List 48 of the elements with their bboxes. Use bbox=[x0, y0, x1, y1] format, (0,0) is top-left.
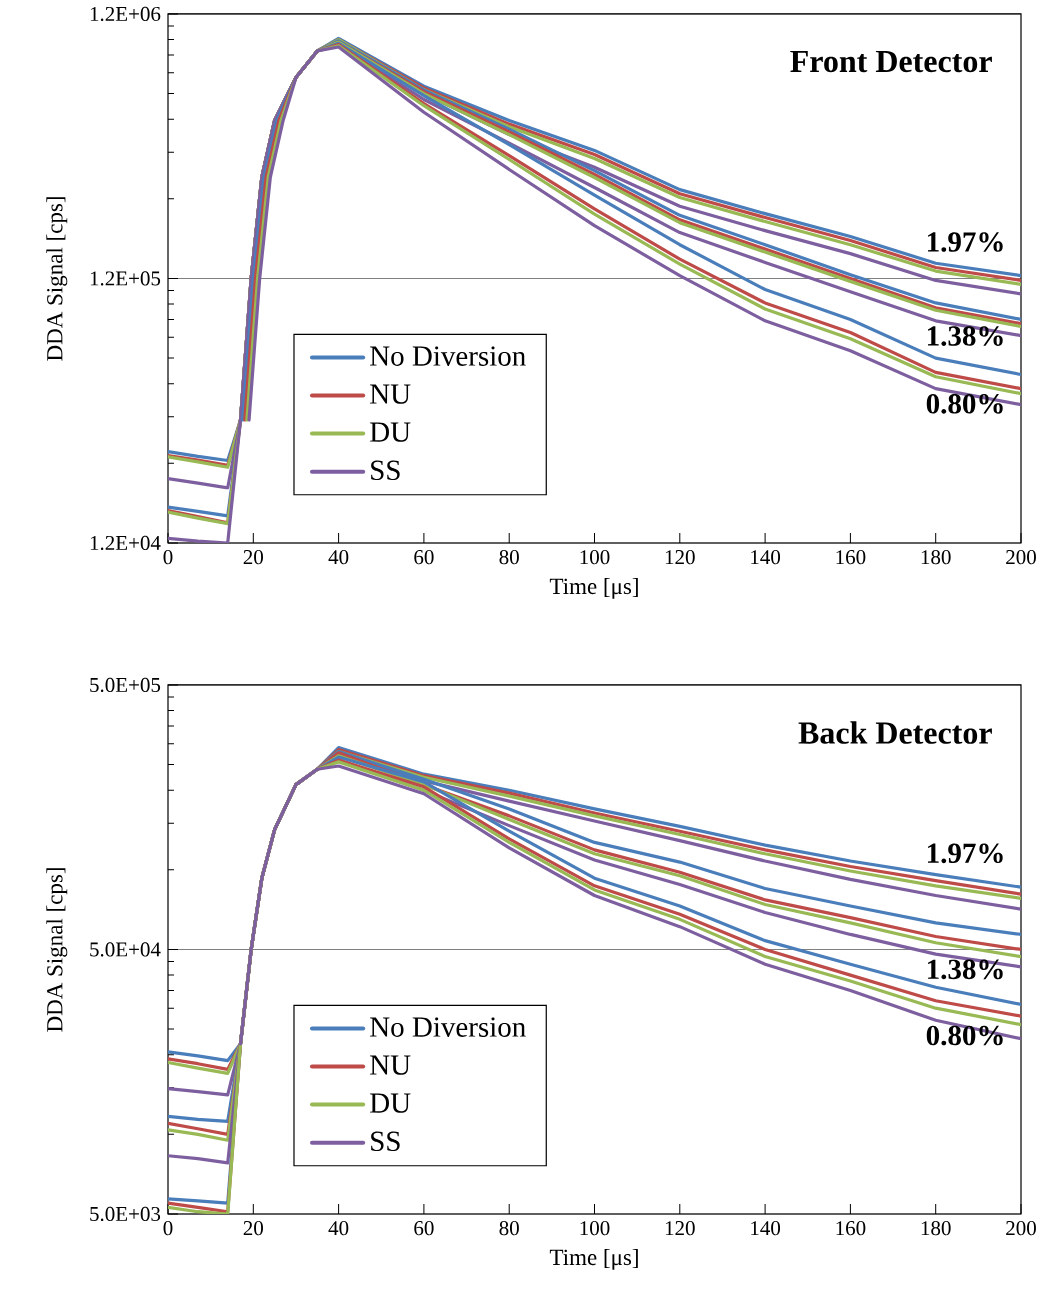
legend-label: NU bbox=[370, 1055, 411, 1075]
annotation: 1.97% bbox=[928, 843, 1003, 864]
x-tick-label: 180 bbox=[921, 1221, 951, 1236]
x-tick-label: 60 bbox=[414, 1221, 434, 1236]
x-tick-label: 20 bbox=[243, 550, 263, 565]
legend-label: No Diversion bbox=[370, 346, 526, 366]
legend-label: DU bbox=[370, 1093, 411, 1113]
x-tick-label: 120 bbox=[665, 1221, 695, 1236]
x-tick-label: 160 bbox=[836, 1221, 866, 1236]
x-tick-label: 120 bbox=[665, 550, 695, 565]
y-axis-title: DDA Signal [cps] bbox=[46, 197, 68, 361]
annotation: 1.38% bbox=[928, 959, 1003, 980]
annotation: 1.97% bbox=[928, 232, 1003, 252]
x-tick-label: 100 bbox=[580, 550, 610, 565]
annotation: 0.80% bbox=[926, 1025, 1003, 1046]
y-axis-title: DDA Signal [cps] bbox=[46, 868, 68, 1032]
x-tick-label: 0 bbox=[163, 1221, 173, 1236]
x-tick-label: 0 bbox=[163, 550, 173, 565]
x-tick-label: 40 bbox=[328, 1221, 349, 1236]
x-tick-label: 20 bbox=[243, 1221, 263, 1236]
legend-label: DU bbox=[370, 422, 411, 442]
x-axis-title: Time [μs] bbox=[549, 577, 638, 599]
y-tick-label: 5.0E+04 bbox=[90, 942, 161, 957]
legend-label: SS bbox=[371, 460, 400, 481]
legend-label: SS bbox=[371, 1131, 400, 1152]
text: Back Detector bbox=[798, 721, 992, 744]
y-tick-label: 5.0E+03 bbox=[90, 1206, 161, 1222]
x-tick-label: 140 bbox=[751, 550, 781, 565]
x-tick-label: 180 bbox=[921, 550, 951, 565]
x-tick-label: 200 bbox=[1006, 550, 1036, 565]
x-tick-label: 140 bbox=[751, 1221, 781, 1236]
legend-label: NU bbox=[370, 384, 411, 404]
x-tick-label: 80 bbox=[499, 550, 519, 565]
x-tick-label: 80 bbox=[499, 1221, 519, 1236]
y-tick-label: 1.2E+04 bbox=[90, 535, 161, 551]
legend-label: No Diversion bbox=[370, 1017, 526, 1037]
y-tick-label: 5.0E+05 bbox=[90, 677, 161, 693]
annotation: 1.38% bbox=[928, 326, 1003, 346]
text: Front Detector bbox=[790, 50, 992, 73]
x-tick-label: 160 bbox=[836, 550, 866, 565]
x-tick-label: 200 bbox=[1006, 1221, 1036, 1236]
annotation: 0.80% bbox=[926, 394, 1003, 414]
x-axis-title: Time [μs] bbox=[549, 1248, 638, 1270]
x-tick-label: 40 bbox=[328, 550, 349, 565]
y-tick-label: 1.2E+06 bbox=[90, 6, 161, 22]
x-tick-label: 100 bbox=[580, 1221, 610, 1236]
x-tick-label: 60 bbox=[414, 550, 434, 565]
y-tick-label: 1.2E+05 bbox=[90, 271, 161, 286]
